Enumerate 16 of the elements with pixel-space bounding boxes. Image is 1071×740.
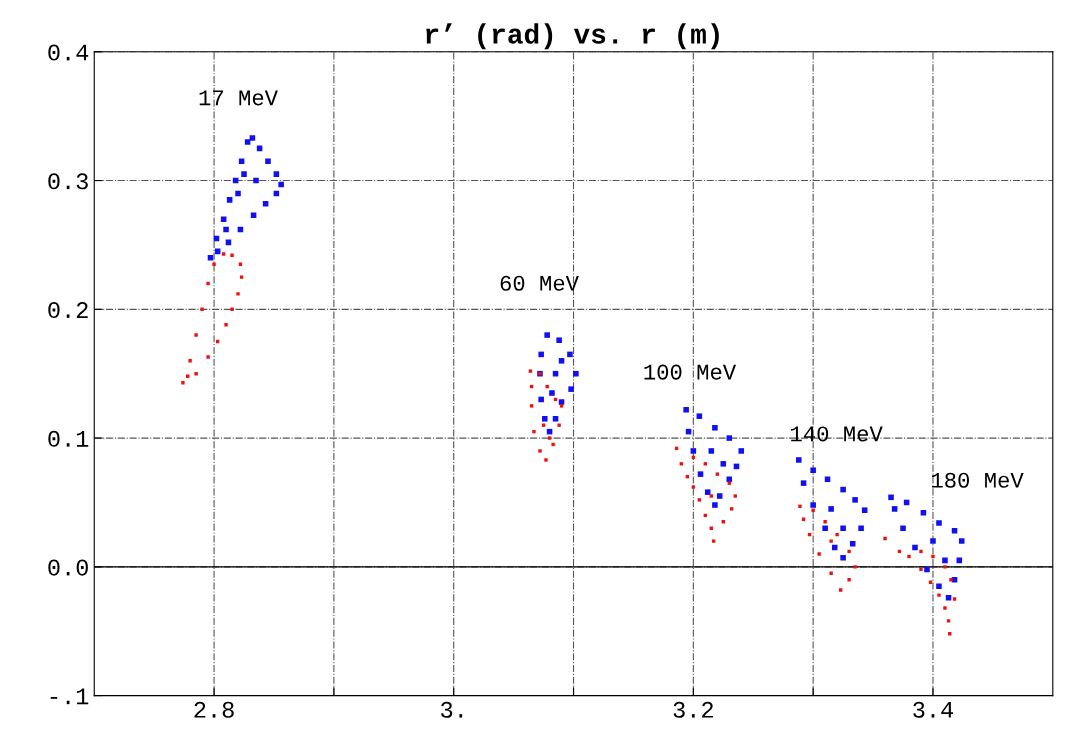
y-tick-label: 0.1 <box>48 430 89 447</box>
y-tick-label: 0.3 <box>48 173 88 190</box>
x-tick-label: 2.8 <box>194 701 234 718</box>
annotation: 100 MeV <box>644 364 737 380</box>
x-tick-label: 3.4 <box>913 701 954 718</box>
chart-title: r’ (rad) vs. r (m) <box>426 23 719 50</box>
y-tick-label: 0.4 <box>48 44 89 61</box>
y-tick-label: 0.0 <box>48 559 88 576</box>
x-tick-label: 3. <box>441 701 463 718</box>
y-tick-label: 0.2 <box>48 302 88 319</box>
annotation: 60 MeV <box>500 275 579 291</box>
annotation: 140 MeV <box>791 426 883 442</box>
annotation: 180 MeV <box>932 472 1024 488</box>
x-tick-label: 3.2 <box>673 701 713 718</box>
annotation: 17 MeV <box>199 90 278 106</box>
y-tick-label: -.1 <box>50 688 89 705</box>
